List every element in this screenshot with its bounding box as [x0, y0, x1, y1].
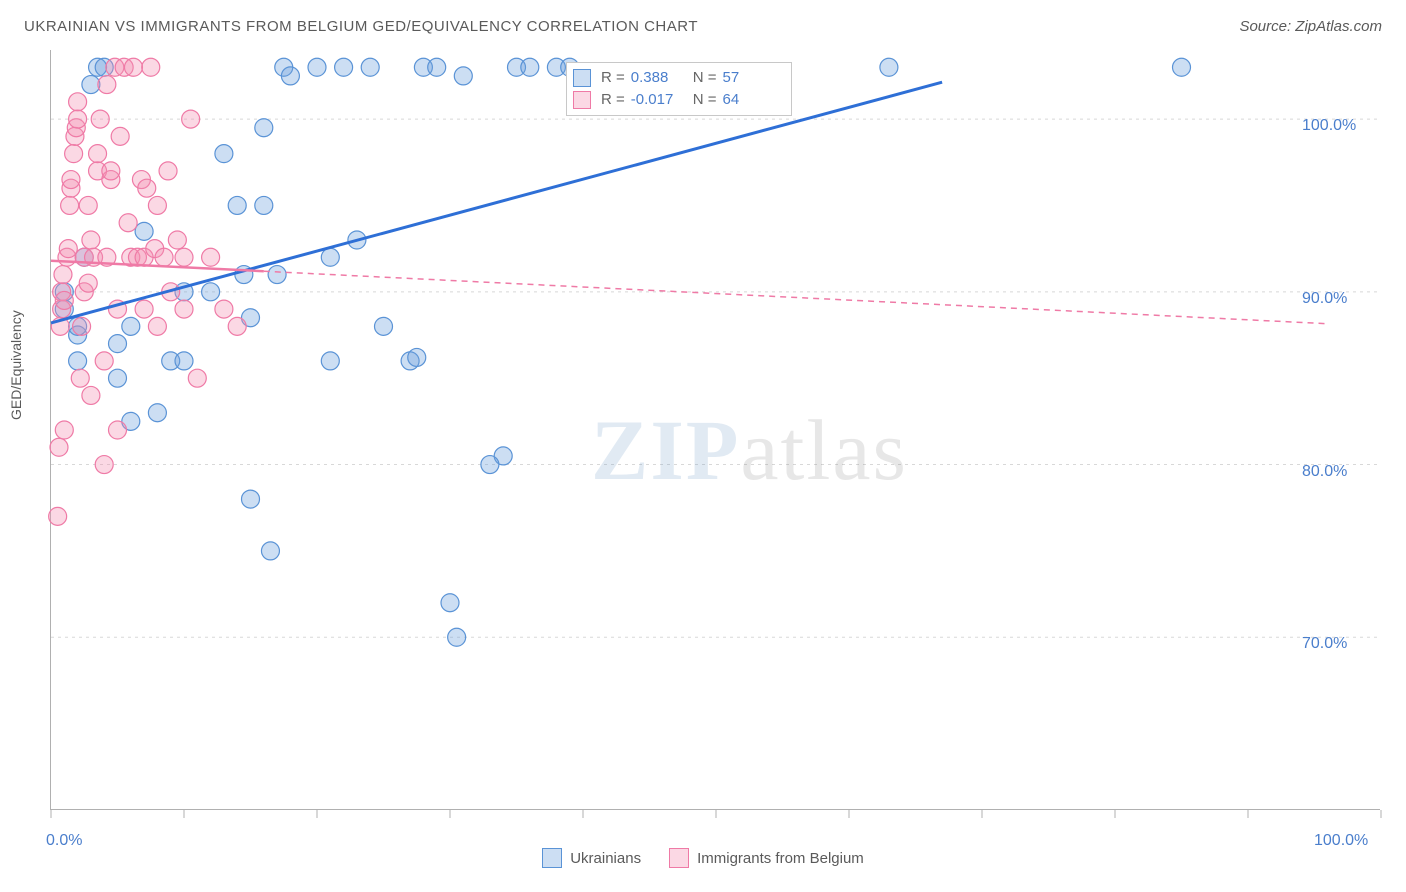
legend-swatch-icon: [669, 848, 689, 868]
stats-row: R = 0.388 N = 57: [573, 67, 785, 89]
y-axis-label: GED/Equivalency: [8, 310, 24, 420]
chart-svg: [51, 50, 1381, 810]
stats-row: R = -0.017 N = 64: [573, 89, 785, 111]
legend-item: Immigrants from Belgium: [669, 848, 864, 868]
y-tick-label: 70.0%: [1302, 635, 1347, 653]
legend-swatch-icon: [542, 848, 562, 868]
source-attribution: Source: ZipAtlas.com: [1239, 18, 1382, 35]
stats-r-label: R =: [601, 89, 625, 111]
legend-label: Ukrainians: [570, 850, 641, 867]
y-tick-label: 80.0%: [1302, 463, 1347, 481]
legend-swatch-icon: [573, 69, 591, 87]
y-tick-label: 100.0%: [1302, 117, 1356, 135]
stats-n-value: 57: [723, 67, 771, 89]
correlation-stats-box: R = 0.388 N = 57 R = -0.017 N = 64: [566, 62, 792, 116]
chart-title: UKRAINIAN VS IMMIGRANTS FROM BELGIUM GED…: [24, 18, 698, 35]
stats-r-label: R =: [601, 67, 625, 89]
stats-n-label: N =: [693, 89, 717, 111]
stats-n-value: 64: [723, 89, 771, 111]
legend-label: Immigrants from Belgium: [697, 850, 864, 867]
plot-area: ZIPatlas: [50, 50, 1380, 810]
stats-r-value: -0.017: [631, 89, 679, 111]
bottom-legend: Ukrainians Immigrants from Belgium: [0, 848, 1406, 872]
legend-item: Ukrainians: [542, 848, 641, 868]
stats-r-value: 0.388: [631, 67, 679, 89]
y-tick-label: 90.0%: [1302, 290, 1347, 308]
legend-swatch-icon: [573, 91, 591, 109]
stats-n-label: N =: [693, 67, 717, 89]
